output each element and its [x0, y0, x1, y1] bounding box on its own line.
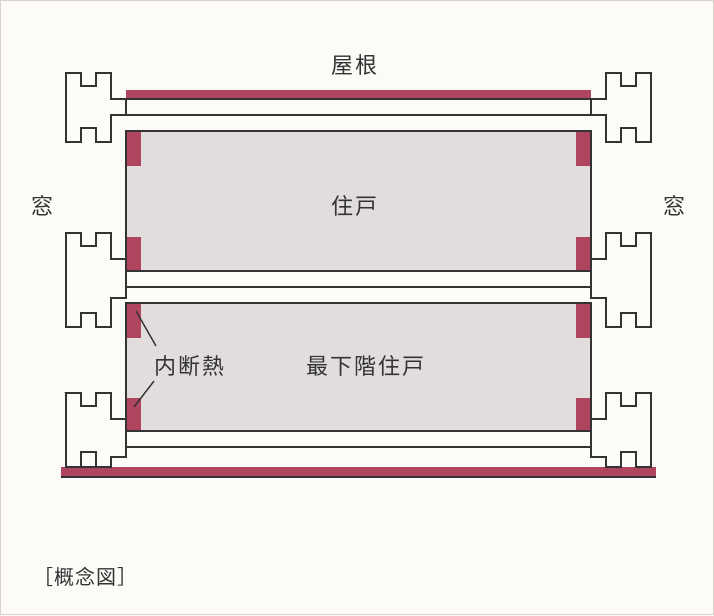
unit-label: 住戸: [331, 189, 379, 221]
ins-ur-bot: [576, 237, 590, 270]
left-brackets: [66, 73, 126, 467]
ins-ul-bot: [127, 237, 141, 270]
ins-ll-top: [127, 304, 141, 338]
bottom-insulation: [61, 467, 656, 477]
roof-insulation: [126, 90, 591, 99]
floor-slab: [126, 431, 591, 447]
caption: ［概念図］: [33, 561, 138, 590]
ins-ur-top: [576, 132, 590, 166]
window-left-label: 窓: [31, 189, 55, 221]
window-right-label: 窓: [663, 189, 687, 221]
ins-lr-top: [576, 304, 590, 338]
roof-label: 屋根: [331, 48, 379, 80]
ins-lr-bot: [576, 398, 590, 430]
mid-slab: [126, 271, 591, 287]
roof-slab: [126, 99, 591, 115]
lowest-unit-label: 最下階住戸: [306, 349, 426, 381]
insulation-label: 内断熱: [154, 349, 226, 381]
insulation-diagram: [1, 1, 714, 616]
ins-ll-bot: [127, 398, 141, 430]
right-brackets: [591, 73, 651, 467]
ins-ul-top: [127, 132, 141, 166]
